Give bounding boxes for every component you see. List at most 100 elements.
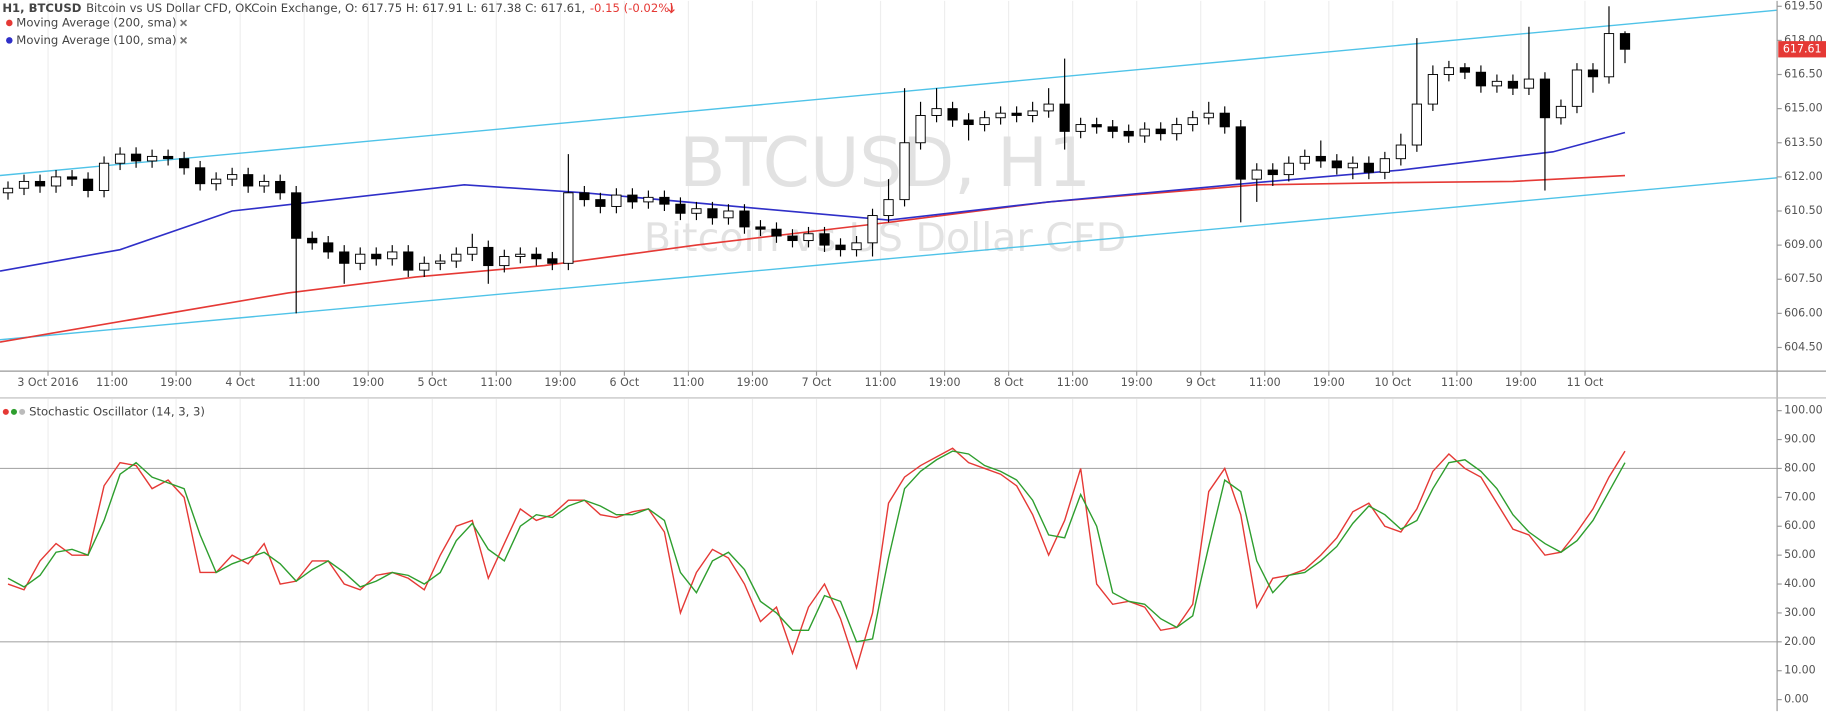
y-tick-label: 619.50 xyxy=(1784,0,1823,12)
candle-body xyxy=(1603,33,1615,78)
candle-body xyxy=(1363,162,1374,173)
x-tick-label: 19:00 xyxy=(1505,376,1537,389)
header: H1, BTCUSD Bitcoin vs US Dollar CFD, OKCo… xyxy=(2,0,673,14)
candle-body xyxy=(1507,80,1519,89)
candle-body xyxy=(483,246,494,267)
x-tick-label: 11:00 xyxy=(480,376,512,389)
down-arrow-icon xyxy=(668,3,675,14)
candle-body xyxy=(1187,117,1198,126)
candle-body xyxy=(1235,126,1246,180)
candle-body xyxy=(355,253,366,264)
x-tick-label: 11:00 xyxy=(865,376,897,389)
symbol: H1, BTCUSD xyxy=(2,0,81,14)
candle-body xyxy=(1331,160,1342,169)
legend-remove-icon[interactable] xyxy=(180,19,188,27)
y-tick-label: 610.50 xyxy=(1784,204,1823,217)
x-tick-label: 9 Oct xyxy=(1186,376,1216,389)
oscillator-line xyxy=(7,447,1626,671)
candle-body xyxy=(995,112,1006,119)
x-tick-label: 5 Oct xyxy=(417,376,447,389)
y-tick-label: 70.00 xyxy=(1784,490,1816,503)
candle-body xyxy=(243,174,254,187)
x-tick-label: 11:00 xyxy=(288,376,320,389)
y-tick-label: 80.00 xyxy=(1784,461,1816,474)
candle-body xyxy=(611,194,622,207)
candle-body xyxy=(803,233,814,242)
moving-average-line xyxy=(0,131,1626,272)
y-tick-label: 100.00 xyxy=(1784,404,1823,417)
candle-body xyxy=(1619,33,1631,50)
candle-body xyxy=(130,153,142,162)
legend[interactable]: Moving Average (200, sma) Moving Average … xyxy=(6,15,188,47)
candle-body xyxy=(403,251,414,271)
candle-body xyxy=(515,253,526,257)
candle-body xyxy=(1283,162,1294,176)
x-tick-label: 19:00 xyxy=(737,376,769,389)
candle-body xyxy=(194,167,206,185)
change: -0.15 (-0.02%) xyxy=(590,0,674,14)
x-tick-label: 8 Oct xyxy=(994,376,1024,389)
candle-body xyxy=(835,244,846,251)
y-tick-label: 50.00 xyxy=(1784,548,1816,561)
x-tick-label: 3 Oct 2016 xyxy=(17,376,78,389)
candle-body xyxy=(707,208,718,219)
candle-body xyxy=(1171,124,1182,135)
candle-body xyxy=(1315,155,1326,162)
trendline xyxy=(0,9,1778,177)
candle-body xyxy=(723,210,734,219)
candle-body xyxy=(467,246,478,255)
y-tick-label: 30.00 xyxy=(1784,606,1816,619)
candle-body xyxy=(114,153,126,164)
candle-body xyxy=(1091,124,1102,128)
x-tick-label: 19:00 xyxy=(160,376,192,389)
x-tick-label: 11:00 xyxy=(1249,376,1281,389)
candle-body xyxy=(1123,130,1134,137)
x-tick-label: 19:00 xyxy=(929,376,961,389)
candle-body xyxy=(435,260,446,264)
candle-body xyxy=(627,194,638,203)
y-tick-label: 10.00 xyxy=(1784,664,1816,677)
candle-body xyxy=(643,196,654,203)
candle-body xyxy=(1539,78,1551,119)
candle-body xyxy=(98,162,110,191)
stoch-dot xyxy=(19,408,26,415)
stoch-title: Stochastic Oscillator (14, 3, 3) xyxy=(29,404,205,418)
candle-body xyxy=(18,180,30,189)
candle-body xyxy=(1459,67,1471,73)
candle-body xyxy=(1219,112,1230,128)
candle-body xyxy=(1075,124,1086,132)
candle-body xyxy=(739,210,750,228)
candle-body xyxy=(146,155,158,162)
candle-body xyxy=(307,237,318,244)
description: Bitcoin vs US Dollar CFD, OKCoin Exchang… xyxy=(86,0,585,14)
candle-body xyxy=(883,199,894,217)
candle-body xyxy=(371,253,382,260)
candle-body xyxy=(2,187,14,194)
y-tick-label: 609.00 xyxy=(1784,238,1823,251)
y-tick-label: 607.50 xyxy=(1784,272,1823,285)
y-tick-label: 606.00 xyxy=(1784,306,1823,319)
candle-body xyxy=(1491,80,1503,87)
candle-body xyxy=(595,199,606,207)
legend-label[interactable]: Moving Average (200, sma) xyxy=(16,15,176,29)
legend-label[interactable]: Moving Average (100, sma) xyxy=(16,33,176,47)
candle-body xyxy=(867,215,878,244)
legend-dot xyxy=(6,37,13,44)
x-tick-label: 19:00 xyxy=(544,376,576,389)
candle-body xyxy=(563,192,574,264)
candle-body xyxy=(499,256,510,267)
candle-body xyxy=(1155,128,1166,135)
legend-remove-icon[interactable] xyxy=(180,36,188,44)
candle-body xyxy=(1411,103,1422,146)
y-tick-label: 616.50 xyxy=(1784,68,1823,81)
candle-body xyxy=(1395,144,1406,160)
candle-body xyxy=(915,114,926,144)
x-tick-label: 19:00 xyxy=(1313,376,1345,389)
stoch-dot xyxy=(2,408,9,415)
candle-body xyxy=(227,174,238,180)
candle-body xyxy=(1043,103,1054,112)
x-tick-label: 11:00 xyxy=(96,376,128,389)
